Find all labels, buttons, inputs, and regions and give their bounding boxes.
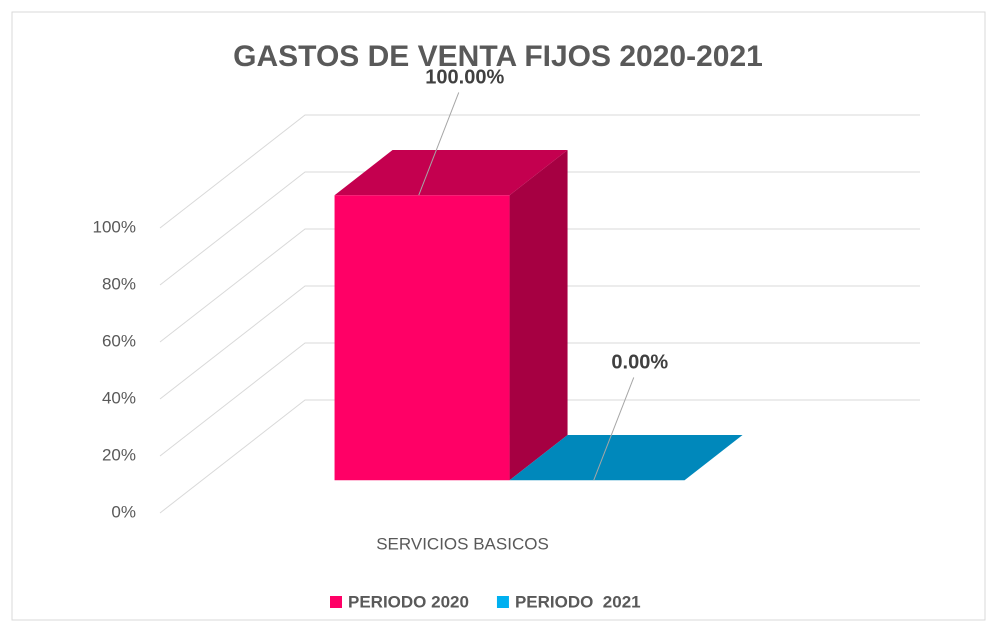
legend-label: PERIODO 2021	[515, 592, 641, 611]
y-tick-label: 40%	[102, 388, 136, 407]
value-label: 0.00%	[611, 352, 668, 374]
legend-label: PERIODO 2020	[348, 592, 469, 611]
legend-swatch	[496, 596, 509, 608]
grid-line	[159, 342, 920, 457]
chart-title: GASTOS DE VENTA FIJOS 2020-2021	[233, 40, 763, 73]
leader-line	[418, 92, 460, 196]
value-label: 100.00%	[425, 67, 504, 89]
y-tick-label: 20%	[102, 445, 136, 464]
grid-line	[159, 228, 920, 343]
leader-line	[593, 377, 635, 481]
bar-front	[334, 195, 510, 481]
bar-top	[334, 150, 568, 196]
grid-line	[159, 285, 920, 400]
bar-top	[509, 435, 743, 481]
legend-swatch	[330, 596, 342, 608]
grid-line	[159, 399, 920, 514]
x-tick-label: SERVICIOS BASICOS	[376, 534, 549, 553]
y-tick-label: 0%	[111, 502, 136, 521]
grid-line	[159, 171, 920, 286]
y-tick-label: 100%	[93, 217, 136, 236]
y-tick-label: 80%	[102, 274, 136, 293]
grid-line	[159, 114, 920, 229]
bar-side	[509, 150, 568, 481]
y-tick-label: 60%	[102, 331, 136, 350]
